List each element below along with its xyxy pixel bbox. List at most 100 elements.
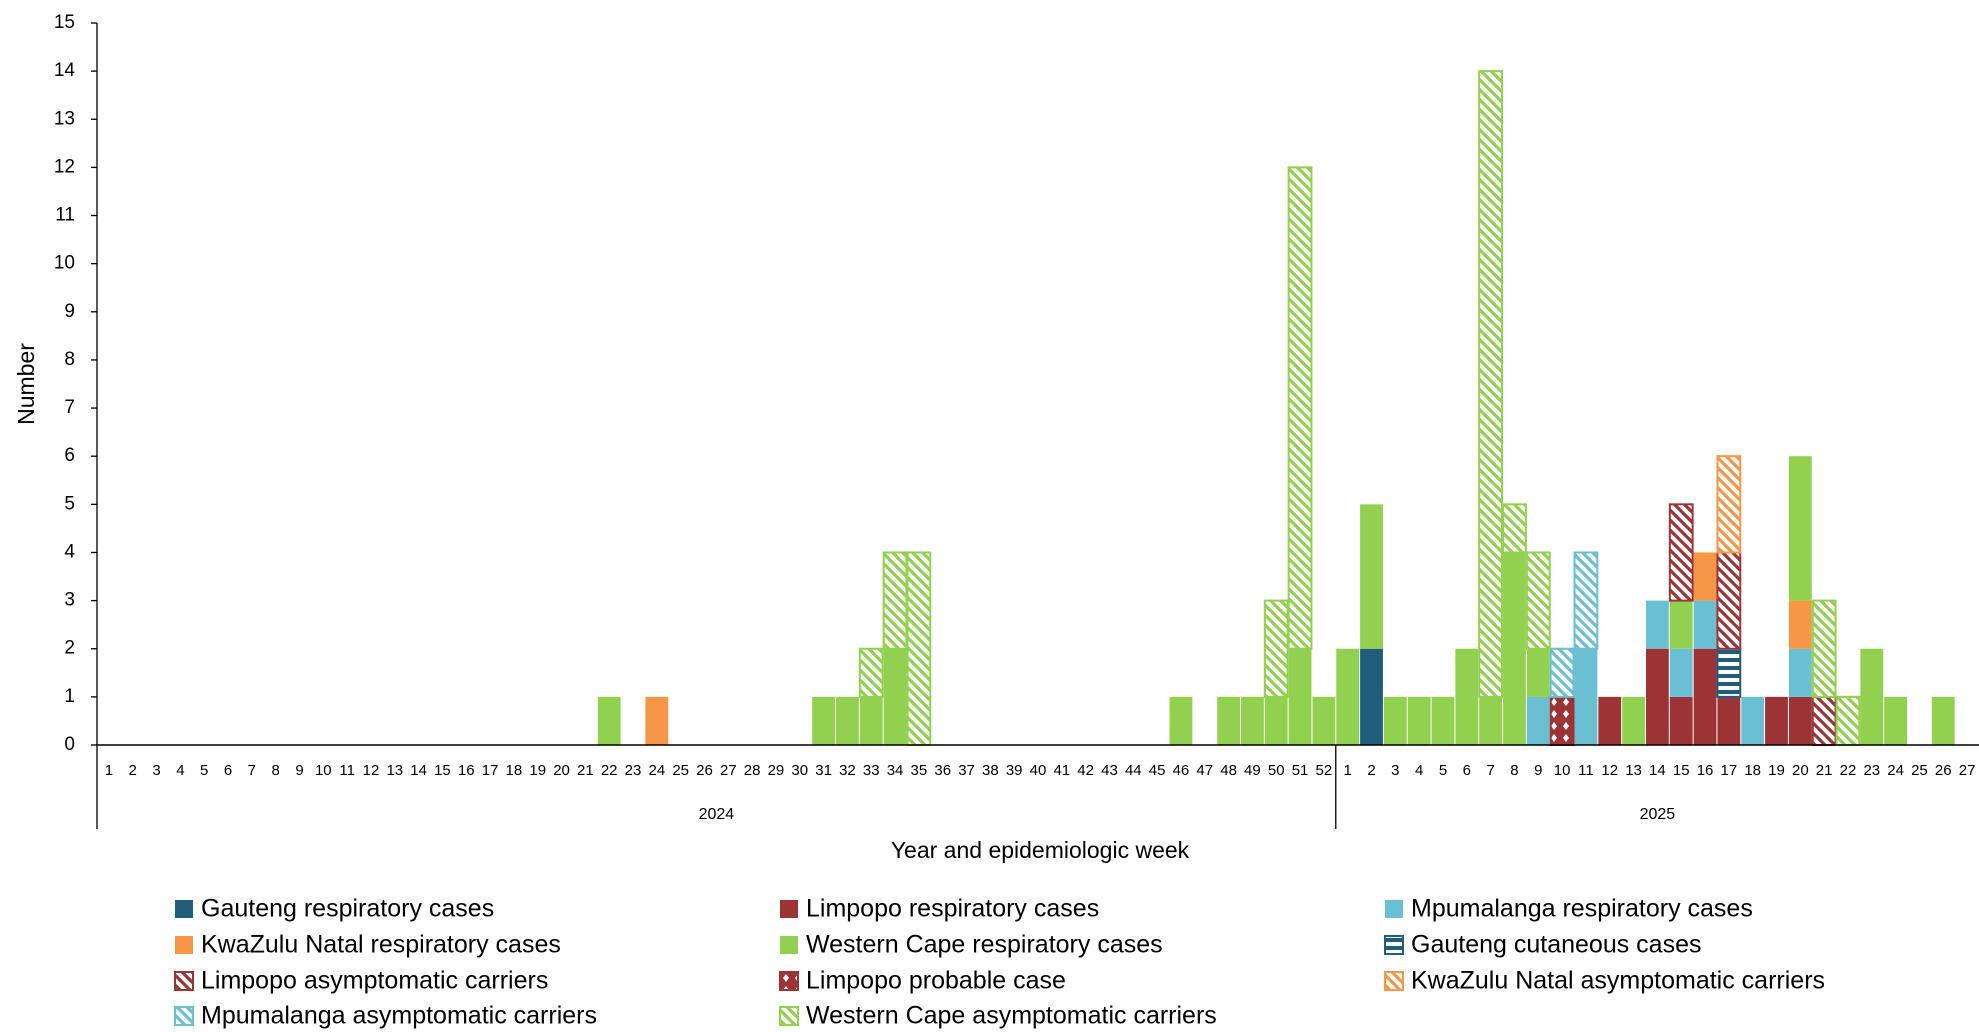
y-tick-label: 6: [64, 445, 75, 466]
y-axis-title: Number: [13, 343, 39, 425]
legend-label: KwaZulu Natal asymptomatic carriers: [1411, 967, 1825, 995]
x-tick-label: 6: [1463, 762, 1471, 779]
x-tick-label: 25: [1911, 762, 1928, 779]
x-tick-label: 15: [434, 762, 451, 779]
x-tick-label: 47: [1196, 762, 1213, 779]
bar-segment: [1288, 648, 1312, 745]
y-tick-label: 4: [64, 541, 75, 562]
x-tick-label: 26: [696, 762, 713, 779]
y-tick-label: 2: [64, 638, 75, 659]
x-tick-label: 29: [768, 762, 785, 779]
bar-segment: [1549, 647, 1575, 698]
legend-label: Gauteng cutaneous cases: [1411, 931, 1701, 959]
x-tick-label: 50: [1268, 762, 1285, 779]
legend-label: Mpumalanga asymptomatic carriers: [201, 1002, 597, 1030]
bar-segment: [1788, 696, 1812, 745]
y-tick-label: 8: [64, 349, 75, 370]
bar-segment: [597, 696, 621, 745]
x-tick-label: 8: [271, 762, 279, 779]
x-tick-label: 45: [1149, 762, 1166, 779]
x-tick-label: 23: [1863, 762, 1880, 779]
legend-label: KwaZulu Natal respiratory cases: [201, 931, 561, 959]
legend-swatch: [175, 936, 193, 954]
bar-segment: [1693, 648, 1717, 745]
x-tick-label: 24: [648, 762, 665, 779]
bar-segment: [1264, 696, 1288, 745]
legend-swatch: [175, 900, 193, 918]
x-tick-label: 25: [672, 762, 689, 779]
x-tick-label: 11: [1578, 762, 1594, 779]
x-axis-title: Year and epidemiologic week: [891, 837, 1190, 863]
bar-segment: [1788, 600, 1812, 649]
x-tick-label: 1: [1344, 762, 1352, 779]
bar-segment: [1716, 647, 1742, 698]
legend-label: Limpopo respiratory cases: [806, 895, 1099, 923]
bar-segment: [1598, 696, 1622, 745]
x-tick-label: 35: [911, 762, 928, 779]
bar-segment: [1240, 696, 1264, 745]
bar-segment: [1263, 599, 1289, 698]
bar-segment: [1669, 600, 1693, 649]
y-tick-label: 1: [64, 686, 75, 707]
y-tick-label: 11: [55, 205, 75, 226]
x-tick-label: 32: [839, 762, 856, 779]
y-tick-label: 7: [64, 397, 75, 418]
x-tick-label: 2: [1367, 762, 1375, 779]
legend-label: Limpopo probable case: [806, 967, 1066, 995]
x-tick-label: 24: [1887, 762, 1904, 779]
legend-label: Western Cape asymptomatic carriers: [806, 1002, 1217, 1030]
x-tick-label: 18: [1744, 762, 1761, 779]
x-tick-label: 27: [1959, 762, 1976, 779]
bar-segment: [1645, 648, 1669, 745]
x-tick-label: 31: [815, 762, 832, 779]
group-label: 2024: [699, 806, 735, 823]
bar-segment: [858, 647, 884, 698]
x-tick-label: 3: [152, 762, 160, 779]
x-tick-label: 52: [1316, 762, 1333, 779]
x-tick-label: 10: [1554, 762, 1571, 779]
bar-segment: [1573, 551, 1599, 650]
x-tick-label: 14: [1649, 762, 1666, 779]
legend-label: Mpumalanga respiratory cases: [1411, 895, 1753, 923]
x-tick-label: 22: [1840, 762, 1857, 779]
x-tick-label: 21: [577, 762, 594, 779]
legend-label: Western Cape respiratory cases: [806, 931, 1163, 959]
x-tick-label: 3: [1391, 762, 1399, 779]
x-tick-label: 16: [1697, 762, 1714, 779]
y-tick-label: 5: [64, 493, 75, 514]
x-tick-label: 27: [720, 762, 737, 779]
y-tick-label: 13: [54, 108, 75, 129]
bar-segment: [1217, 696, 1240, 745]
bar-segment: [1693, 600, 1717, 649]
x-tick-label: 42: [1077, 762, 1094, 779]
x-tick-label: 30: [791, 762, 808, 779]
x-tick-label: 14: [410, 762, 427, 779]
bar-segment: [1622, 696, 1645, 745]
x-tick-label: 11: [339, 762, 355, 779]
x-tick-label: 34: [887, 762, 904, 779]
x-tick-label: 13: [386, 762, 403, 779]
x-tick-label: 1: [105, 762, 113, 779]
bar-segment: [1811, 695, 1837, 746]
x-tick-label: 10: [315, 762, 332, 779]
x-tick-label: 7: [1486, 762, 1494, 779]
x-tick-label: 39: [1006, 762, 1023, 779]
bar-segment: [1479, 696, 1503, 745]
bar-segment: [1931, 696, 1955, 745]
bar-segment: [1717, 696, 1741, 745]
x-tick-label: 15: [1673, 762, 1690, 779]
y-tick-label: 9: [64, 301, 75, 322]
x-tick-label: 28: [744, 762, 761, 779]
bar-segment: [1169, 696, 1193, 745]
x-tick-label: 48: [1220, 762, 1237, 779]
x-tick-label: 40: [1030, 762, 1047, 779]
bar-segment: [1455, 648, 1479, 745]
bar-segment: [1693, 552, 1717, 601]
bar-segment: [645, 696, 669, 745]
bar-segment: [1407, 696, 1431, 745]
legend-swatch: [780, 936, 798, 954]
x-tick-label: 22: [601, 762, 618, 779]
legend-swatch: [780, 900, 798, 918]
legend-swatch: [1384, 935, 1404, 955]
